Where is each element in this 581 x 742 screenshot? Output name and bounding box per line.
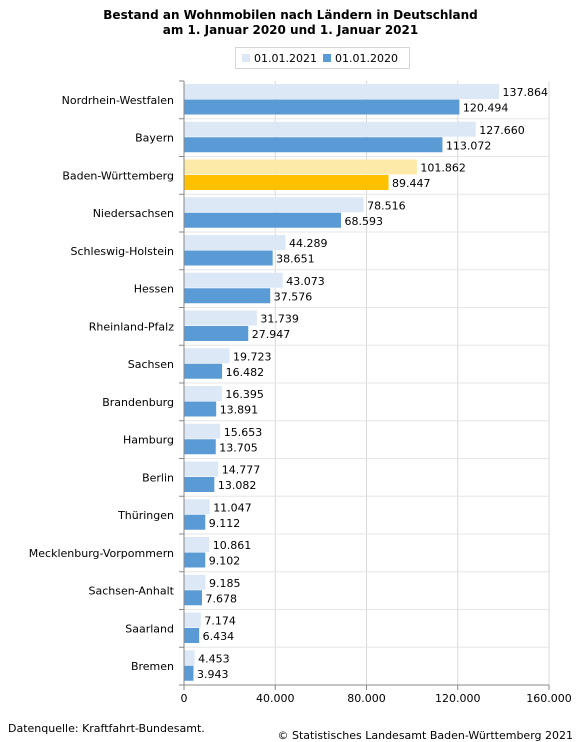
bar-2020 bbox=[184, 628, 200, 643]
legend-swatch-2021 bbox=[242, 54, 250, 62]
data-label-2020: 120.494 bbox=[463, 102, 509, 115]
data-label-2021: 78.516 bbox=[367, 199, 406, 212]
category-label: Niedersachsen bbox=[93, 207, 174, 220]
chart-title-line-2: am 1. Januar 2020 und 1. Januar 2021 bbox=[162, 23, 419, 37]
category-label: Saarland bbox=[125, 622, 174, 635]
data-label-2021: 19.723 bbox=[233, 350, 272, 363]
data-source-note: Datenquelle: Kraftfahrt-Bundesamt. bbox=[8, 722, 205, 735]
chart-title-line-1: Bestand an Wohnmobilen nach Ländern in D… bbox=[103, 8, 478, 22]
bar-2020 bbox=[184, 250, 273, 266]
data-label-2021: 43.073 bbox=[286, 275, 325, 288]
bar-2020 bbox=[184, 552, 206, 568]
bar-2020 bbox=[184, 137, 443, 153]
data-label-2021: 44.289 bbox=[289, 237, 328, 250]
bar-2020 bbox=[184, 439, 216, 455]
data-label-2020: 89.447 bbox=[392, 177, 431, 190]
data-label-2021: 16.395 bbox=[225, 388, 264, 401]
category-label: Mecklenburg-Vorpommern bbox=[29, 547, 174, 560]
category-label: Berlin bbox=[142, 471, 174, 484]
bar-2021 bbox=[184, 84, 500, 99]
category-label: Schleswig-Holstein bbox=[71, 245, 174, 258]
data-label-2020: 16.482 bbox=[226, 366, 264, 379]
legend-label-2020: 01.01.2020 bbox=[334, 51, 398, 65]
x-tick-label: 80.000 bbox=[347, 692, 386, 705]
bar-2020 bbox=[184, 99, 460, 115]
data-label-2020: 13.082 bbox=[218, 479, 257, 492]
data-label-2020: 13.891 bbox=[220, 404, 259, 417]
category-label: Bayern bbox=[135, 132, 174, 145]
category-label: Hamburg bbox=[123, 434, 174, 447]
data-label-2021: 9.185 bbox=[209, 577, 241, 590]
x-tick-label: 120.000 bbox=[435, 692, 481, 705]
data-label-2021: 127.660 bbox=[479, 124, 525, 137]
category-label: Sachsen-Anhalt bbox=[88, 585, 174, 598]
chart-legend: 01.01.2021 01.01.2020 bbox=[235, 47, 410, 69]
legend-swatch-2020 bbox=[322, 54, 331, 62]
data-label-2020: 9.112 bbox=[209, 517, 241, 530]
category-label: Nordrhein-Westfalen bbox=[62, 94, 174, 107]
bar-2020 bbox=[184, 363, 223, 379]
x-tick-label: 160.000 bbox=[526, 692, 572, 705]
category-label: Rheinland-Pfalz bbox=[89, 320, 174, 333]
data-label-2021: 7.174 bbox=[204, 615, 236, 628]
bar-2020 bbox=[184, 326, 249, 341]
data-label-2020: 9.102 bbox=[209, 555, 241, 568]
bar-2020 bbox=[184, 590, 203, 606]
bar-2021 bbox=[184, 499, 210, 515]
bar-2020 bbox=[184, 401, 217, 417]
category-label: Brandenburg bbox=[102, 396, 174, 409]
data-label-2020: 7.678 bbox=[206, 592, 238, 605]
bar-2021 bbox=[184, 650, 195, 666]
data-label-2021: 137.864 bbox=[503, 86, 549, 99]
bar-2021 bbox=[184, 310, 257, 326]
bar-2020 bbox=[184, 514, 206, 530]
legend-item-2021[interactable]: 01.01.2021 bbox=[242, 52, 317, 65]
bar-2020 bbox=[184, 288, 271, 304]
legend-item-2020[interactable]: 01.01.2020 bbox=[322, 51, 398, 65]
bar-2020 bbox=[184, 477, 215, 492]
bar-2021 bbox=[184, 386, 222, 401]
category-label: Baden-Württemberg bbox=[62, 169, 174, 182]
data-label-2020: 38.651 bbox=[276, 253, 315, 266]
bar-2020 bbox=[184, 212, 341, 228]
bar-2021 bbox=[184, 537, 210, 552]
bar-2021 bbox=[184, 272, 283, 288]
x-tick-label: 40.000 bbox=[256, 692, 295, 705]
bar-2021 bbox=[184, 574, 206, 590]
bar-2020 bbox=[184, 175, 389, 190]
data-label-2020: 113.072 bbox=[446, 139, 492, 152]
data-label-2021: 4.453 bbox=[198, 652, 230, 665]
data-label-2021: 14.777 bbox=[222, 464, 260, 477]
data-label-2020: 68.593 bbox=[344, 215, 383, 228]
bar-2021 bbox=[184, 235, 286, 250]
bar-2021 bbox=[184, 612, 201, 628]
category-label: Thüringen bbox=[117, 509, 174, 522]
category-label: Hessen bbox=[134, 283, 174, 296]
bar-2021 bbox=[184, 423, 221, 439]
data-label-2020: 13.705 bbox=[219, 441, 258, 454]
bar-2021 bbox=[184, 159, 417, 175]
data-label-2021: 10.861 bbox=[213, 539, 252, 552]
category-label: Sachsen bbox=[128, 358, 174, 371]
bar-2021 bbox=[184, 197, 364, 213]
data-label-2021: 101.862 bbox=[420, 162, 466, 175]
data-label-2020: 3.943 bbox=[197, 668, 229, 681]
data-label-2021: 11.047 bbox=[213, 501, 252, 514]
bar-2021 bbox=[184, 121, 476, 137]
bar-2021 bbox=[184, 348, 230, 364]
data-label-2020: 6.434 bbox=[203, 630, 235, 643]
data-label-2021: 15.653 bbox=[224, 426, 263, 439]
data-label-2021: 31.739 bbox=[260, 313, 299, 326]
bar-2020 bbox=[184, 665, 194, 681]
bar-2021 bbox=[184, 461, 219, 477]
legend-label-2021: 01.01.2021 bbox=[254, 51, 317, 65]
copyright-note: © Statistisches Landesamt Baden-Württemb… bbox=[277, 729, 573, 742]
data-label-2020: 27.947 bbox=[252, 328, 291, 341]
category-label: Bremen bbox=[131, 660, 174, 673]
data-label-2020: 37.576 bbox=[274, 290, 313, 303]
chart-title: Bestand an Wohnmobilen nach Ländern in D… bbox=[0, 8, 581, 38]
x-tick-label: 0 bbox=[181, 692, 188, 705]
